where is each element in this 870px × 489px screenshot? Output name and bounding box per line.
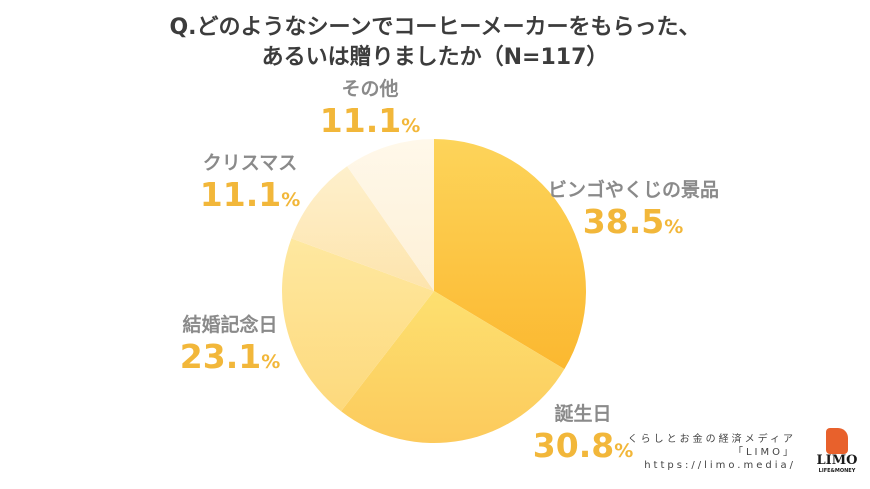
logo-subtitle: LIFE&MONEY	[818, 468, 856, 474]
limo-fox-icon	[826, 428, 848, 454]
label-name: その他	[341, 78, 399, 100]
label-value: 38.5%	[582, 202, 684, 241]
label-other: その他 11.1%	[310, 77, 430, 146]
label-bingo: ビンゴやくじの景品 38.5%	[548, 178, 720, 247]
label-name: 結婚記念日	[182, 314, 278, 336]
publisher-tagline: くらしとお金の経済メディア	[627, 434, 796, 445]
label-anniversary: 結婚記念日 23.1%	[170, 313, 290, 382]
pie-slice-4	[347, 139, 434, 291]
label-value: 23.1%	[179, 337, 281, 376]
pie-slice-0	[434, 139, 586, 370]
pie-slice-2	[282, 238, 434, 412]
chart-title-line-1: Q.どのようなシーンでコーヒーメーカーをもらった、	[169, 15, 701, 40]
label-value: 11.1%	[199, 175, 301, 214]
label-name: ビンゴやくじの景品	[548, 179, 720, 201]
label-name: 誕生日	[554, 403, 612, 425]
label-value: 11.1%	[319, 101, 421, 140]
label-birthday: 誕生日 30.8%	[528, 402, 638, 471]
label-value: 30.8%	[532, 426, 634, 465]
pie-slice-1	[341, 291, 565, 443]
publisher-credit: くらしとお金の経済メディア 「LIMO」 https://limo.media/	[628, 433, 796, 472]
logo-word: LIMO	[816, 453, 858, 468]
publisher-brand: 「LIMO」	[732, 447, 796, 458]
publisher-url: https://limo.media/	[644, 460, 796, 471]
chart-title-line-2: あるいは贈りましたか（N=117）	[261, 45, 609, 70]
pie-slice-3	[291, 166, 434, 291]
limo-logo: LIMO LIFE&MONEY	[815, 428, 859, 478]
label-name: クリスマス	[202, 152, 298, 174]
label-christmas: クリスマス 11.1%	[190, 151, 310, 220]
